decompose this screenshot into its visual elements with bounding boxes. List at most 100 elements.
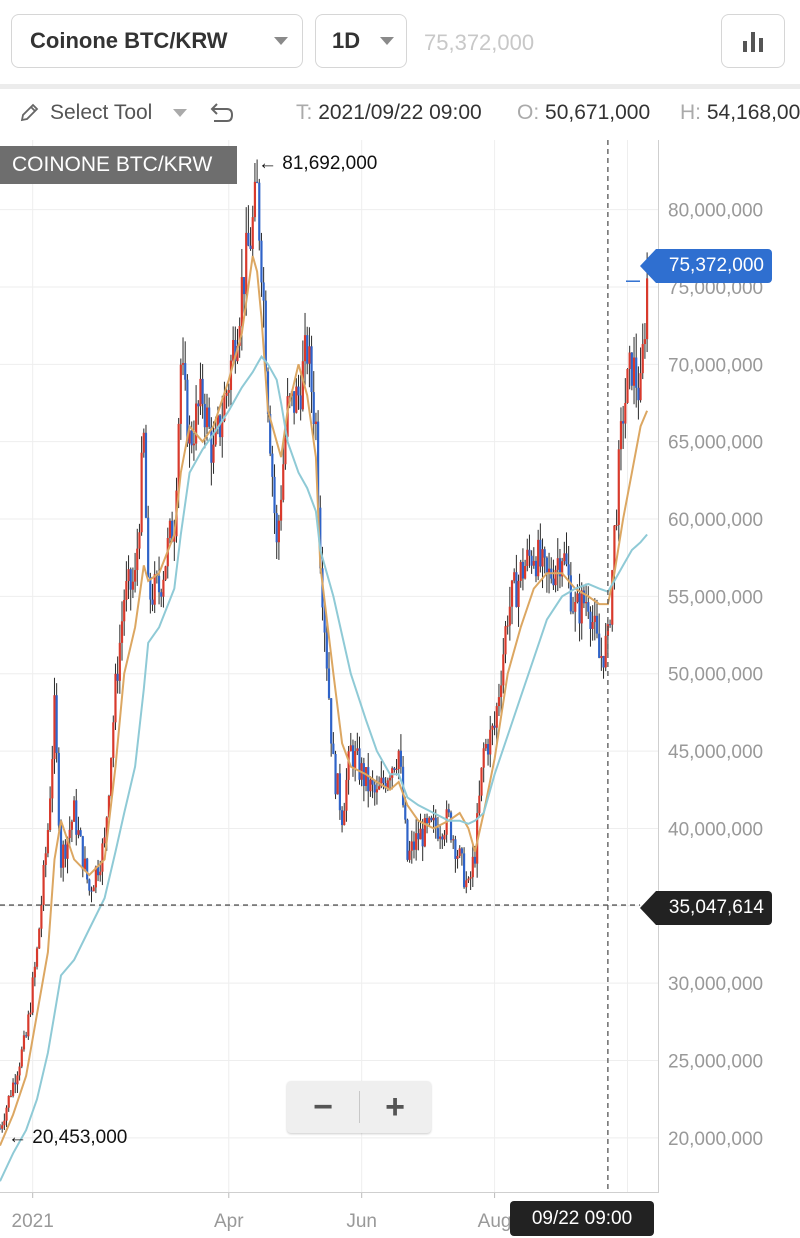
candle-body [434, 817, 437, 829]
ohlc-high-label: H: [680, 101, 701, 124]
candle-body [356, 748, 359, 752]
candle-body [9, 1095, 12, 1097]
candle-body [391, 768, 394, 778]
candle-body [138, 532, 141, 549]
candle-body [646, 278, 649, 340]
candle-body [412, 841, 416, 850]
ma-fast-line [0, 255, 649, 1146]
candle-body [194, 403, 198, 444]
candle-body [190, 430, 193, 446]
candle-body [639, 373, 642, 401]
candle-body [611, 570, 614, 625]
pencil-icon[interactable] [18, 102, 40, 124]
select-tool-button[interactable]: Select Tool [50, 101, 153, 124]
candle-body [641, 344, 644, 374]
candle-body [345, 779, 348, 811]
candle-body [258, 182, 261, 241]
candle-body [293, 391, 296, 413]
high-annotation: ← 81,692,000 [258, 153, 378, 174]
undo-icon[interactable] [207, 100, 235, 126]
ohlc-time-label: T: [296, 101, 313, 124]
candle-body [181, 363, 185, 365]
candle-body [480, 767, 483, 796]
divider [0, 84, 800, 89]
x-tick-label: Apr [214, 1211, 244, 1232]
candle-body [123, 599, 126, 622]
candle-body [600, 655, 603, 658]
candle-body [571, 611, 575, 613]
candle-body [160, 592, 163, 597]
candle-body [567, 564, 570, 576]
candle-body [266, 371, 270, 414]
candle-body [171, 520, 174, 542]
candle-body [561, 561, 564, 577]
candle-body [25, 1035, 28, 1037]
candle-body [615, 524, 618, 526]
candle-body [96, 866, 100, 876]
candle-body [598, 633, 601, 658]
ohlc-time-value: 2021/09/22 09:00 [318, 101, 482, 124]
candle-body [227, 389, 230, 393]
y-tick-label: 50,000,000 [668, 665, 763, 686]
candle-body [332, 743, 335, 755]
candle-body [462, 853, 466, 888]
candle-body [582, 590, 586, 604]
y-tick-label: 55,000,000 [668, 587, 763, 608]
candle-body [386, 780, 389, 789]
candle-body [417, 833, 420, 840]
candle-body [312, 392, 315, 425]
candle-body [576, 593, 579, 602]
chart-type-button[interactable] [721, 14, 785, 68]
candle-body [500, 685, 503, 698]
candle-body [249, 245, 252, 249]
candle-body [75, 800, 78, 835]
ma-slow-line [0, 354, 648, 1182]
candle-body [81, 836, 84, 870]
candle-body [223, 395, 226, 421]
candle-body [554, 569, 557, 586]
candle-body [216, 415, 219, 428]
candle-body [460, 848, 464, 854]
candle-body [482, 748, 485, 768]
candle-body [62, 844, 65, 868]
candle-body [308, 346, 311, 364]
y-tick-label: 25,000,000 [668, 1052, 763, 1073]
candle-body [382, 777, 385, 784]
candle-body [619, 421, 623, 450]
candle-body [467, 878, 470, 881]
x-tick-label: Jun [346, 1211, 377, 1232]
candle-body [358, 748, 361, 780]
candle-body [114, 673, 117, 723]
candle-body [42, 864, 45, 906]
candle-body [447, 809, 450, 813]
candle-body [103, 837, 106, 844]
candle-body [410, 841, 413, 851]
symbol-select[interactable]: Coinone BTC/KRW [11, 14, 303, 68]
y-tick-label: 80,000,000 [668, 201, 763, 222]
candle-body [491, 725, 494, 730]
candle-body [432, 817, 435, 821]
candle-body [107, 795, 111, 818]
candle-body [59, 825, 63, 868]
interval-select[interactable]: 1D [315, 14, 407, 68]
candle-body [273, 476, 276, 514]
candle-body [147, 517, 150, 577]
candle-body [271, 453, 274, 477]
candle-body [415, 833, 418, 850]
candle-body [186, 379, 189, 444]
candle-body [327, 668, 331, 699]
candle-body [547, 568, 551, 574]
chevron-down-icon[interactable] [173, 109, 187, 117]
last-price: 75,372,000 [424, 30, 535, 55]
candle-body [458, 848, 461, 856]
candle-body [384, 783, 387, 789]
candle-body [378, 786, 381, 790]
zoom-out-button[interactable]: − [313, 1087, 333, 1126]
candle-body [508, 606, 511, 626]
candle-body [523, 565, 527, 579]
candle-body [637, 387, 640, 401]
low-annotation: ← 20,453,000 [8, 1127, 128, 1148]
candle-body [92, 887, 95, 892]
zoom-in-button[interactable]: + [385, 1087, 405, 1126]
